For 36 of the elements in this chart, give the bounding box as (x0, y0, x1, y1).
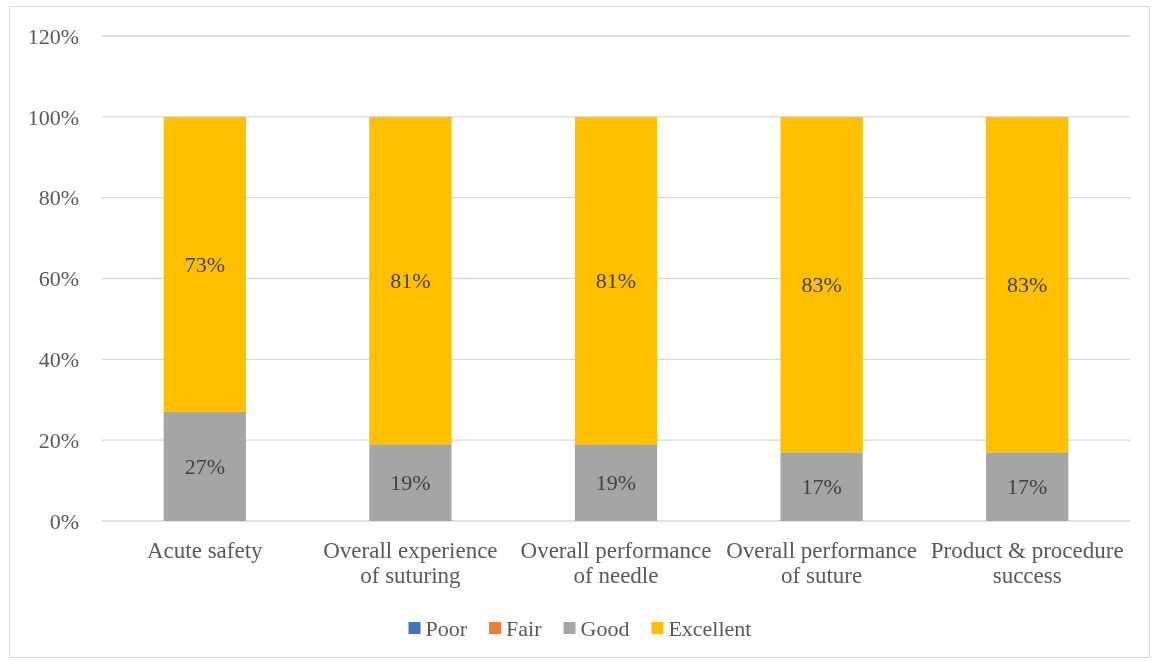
data-label: 27% (184, 454, 225, 480)
data-label: 83% (801, 272, 842, 298)
bar (780, 452, 863, 521)
legend-label: Poor (425, 615, 468, 641)
bar (369, 116, 452, 445)
legend-label: Excellent (668, 615, 752, 641)
data-label: 81% (595, 268, 637, 294)
bar (574, 444, 658, 521)
data-label: 81% (390, 268, 431, 294)
legend-label: Fair (506, 615, 543, 641)
x-tick-label: Acute safety (147, 538, 264, 564)
bar (369, 444, 452, 521)
y-tick-label: 20% (38, 427, 79, 453)
bar (163, 411, 246, 521)
data-label: 83% (1007, 272, 1048, 298)
y-tick-label: 80% (38, 185, 79, 211)
x-tick-label: Product & procedure success (930, 538, 1124, 589)
data-label: 19% (595, 470, 637, 496)
bar (574, 116, 658, 445)
y-tick-label: 100% (27, 104, 79, 130)
bar (780, 116, 863, 453)
data-label: 17% (1007, 474, 1048, 500)
data-label: 73% (184, 252, 225, 278)
bar (163, 116, 246, 412)
y-tick-label: 120% (27, 23, 79, 49)
bar (986, 452, 1069, 521)
x-tick-label: Overall experience of suturing (323, 538, 498, 589)
bar (986, 116, 1069, 453)
data-label: 19% (390, 470, 431, 496)
x-tick-label: Overall performance of needle (520, 538, 712, 589)
y-tick-label: 40% (38, 347, 79, 373)
y-tick-label: 0% (49, 508, 79, 534)
data-label: 17% (801, 474, 842, 500)
x-tick-label: Overall performance of suture (726, 538, 918, 589)
legend-label: Good (580, 615, 630, 641)
y-tick-label: 60% (38, 266, 79, 292)
